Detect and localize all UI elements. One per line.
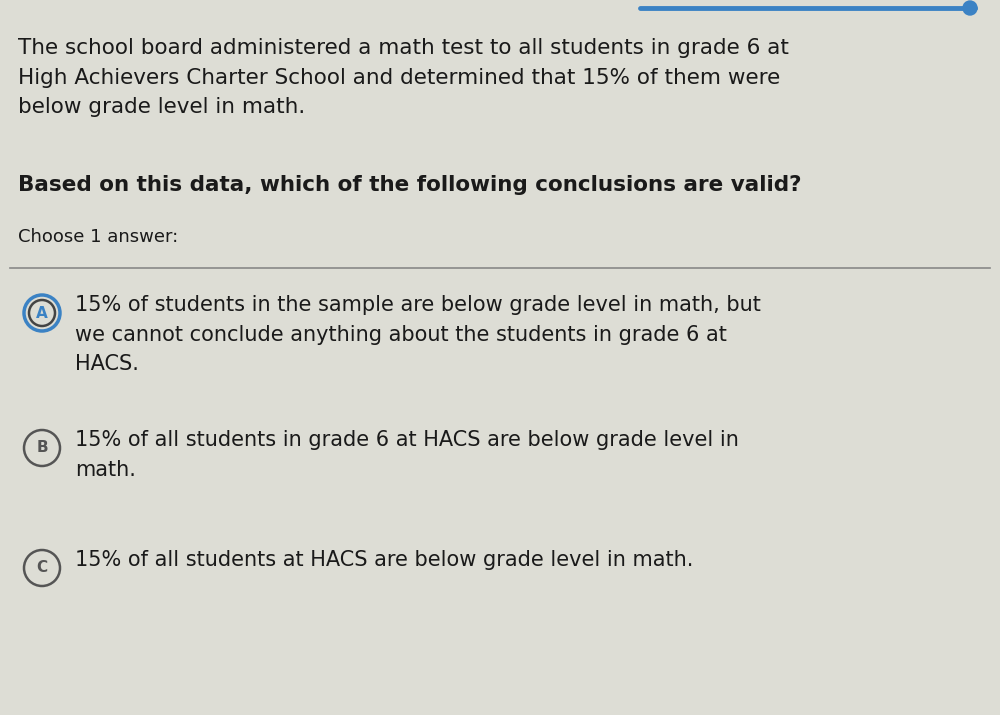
- Text: B: B: [36, 440, 48, 455]
- Text: Choose 1 answer:: Choose 1 answer:: [18, 228, 178, 246]
- Circle shape: [963, 1, 977, 15]
- Text: 15% of students in the sample are below grade level in math, but
we cannot concl: 15% of students in the sample are below …: [75, 295, 761, 374]
- Text: C: C: [36, 561, 48, 576]
- Text: The school board administered a math test to all students in grade 6 at
High Ach: The school board administered a math tes…: [18, 38, 789, 117]
- Text: 15% of all students at HACS are below grade level in math.: 15% of all students at HACS are below gr…: [75, 550, 693, 570]
- Text: 15% of all students in grade 6 at HACS are below grade level in
math.: 15% of all students in grade 6 at HACS a…: [75, 430, 739, 480]
- Text: Based on this data, which of the following conclusions are valid?: Based on this data, which of the followi…: [18, 175, 802, 195]
- Text: A: A: [36, 305, 48, 320]
